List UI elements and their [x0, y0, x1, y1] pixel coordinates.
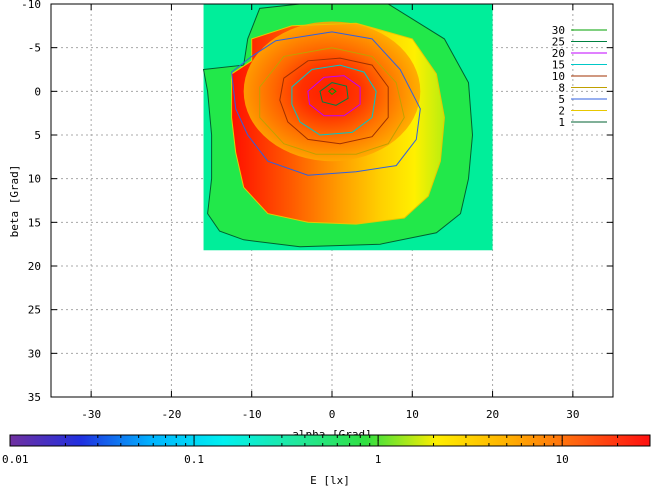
heatmap-field: [203, 4, 493, 251]
colorbar-label: E [lx]: [310, 474, 350, 486]
x-tick-label: 30: [566, 408, 579, 421]
contour-line-25: [319, 82, 349, 106]
x-tick-label: -20: [161, 408, 181, 421]
x-tick-label: 20: [486, 408, 499, 421]
contour-lines: [202, 4, 474, 248]
contour-line-15: [291, 64, 377, 136]
colorbar-tick-label: 0.1: [184, 453, 204, 466]
x-tick-label: 10: [406, 408, 419, 421]
contour-line-5: [231, 31, 421, 176]
legend-label: 15: [552, 59, 565, 72]
y-tick-label: 25: [28, 304, 41, 317]
legend-label: 20: [552, 47, 565, 60]
contour-line-30: [328, 87, 337, 96]
y-tick-label: 30: [28, 347, 41, 360]
colorbar-ticks: 0.01 0.1 1 10: [2, 435, 651, 466]
x-tick-label: -30: [81, 408, 101, 421]
y-tick-label: 10: [28, 173, 41, 186]
field-core: [243, 21, 421, 162]
colorbar-tick-label: 10: [556, 453, 569, 466]
y-tick-label: 0: [34, 85, 41, 98]
y-axis-label: beta [Grad]: [8, 165, 21, 238]
contour-line-10: [279, 57, 389, 145]
contour-line-1: [202, 4, 474, 248]
y-tick-label: -10: [21, 0, 41, 11]
colorbar-tick-label: 1: [375, 453, 382, 466]
x-tick-label: -10: [242, 408, 262, 421]
legend-label: 10: [552, 70, 565, 83]
legend-label: 8: [558, 82, 565, 95]
colorbar-tick-label: 0.01: [2, 453, 29, 466]
y-tick-label: 5: [34, 129, 41, 142]
x-tick-label: 0: [329, 408, 336, 421]
contour-line-8: [259, 47, 405, 155]
legend-label: 30: [552, 24, 565, 37]
contour-line-20: [307, 75, 361, 117]
legend-label: 5: [558, 93, 565, 106]
y-tick-label: 15: [28, 216, 41, 229]
contour-line-2: [231, 22, 445, 225]
y-tick-label: 35: [28, 391, 41, 404]
legend-label: 2: [558, 105, 565, 118]
y-tick-label: -5: [28, 42, 41, 55]
x-axis-ticks: -30 -20 -10 0 10 20 30: [81, 4, 579, 421]
legend-label: 1: [558, 116, 565, 129]
y-tick-label: 20: [28, 260, 41, 273]
legend-label: 25: [552, 36, 565, 49]
